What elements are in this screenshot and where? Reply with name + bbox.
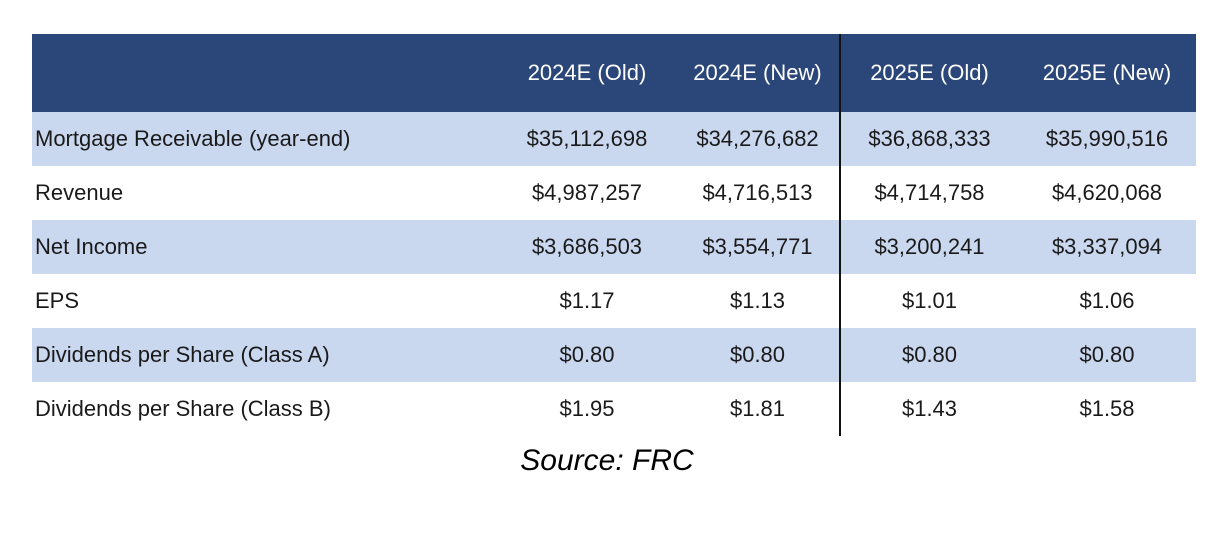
table-row: Dividends per Share (Class B) $1.95 $1.8… — [32, 382, 1196, 436]
header-cell-label — [32, 34, 498, 112]
table-cell: $4,716,513 — [676, 166, 840, 220]
table-row: Net Income $3,686,503 $3,554,771 $3,200,… — [32, 220, 1196, 274]
forecast-table-container: 2024E (Old) 2024E (New) 2025E (Old) 2025… — [32, 34, 1196, 436]
row-label: Mortgage Receivable (year-end) — [32, 112, 498, 166]
table-cell: $4,714,758 — [839, 166, 1018, 220]
table-cell: $0.80 — [1018, 328, 1196, 382]
table-cell: $1.81 — [676, 382, 840, 436]
table-cell: $4,987,257 — [498, 166, 676, 220]
table-cell: $1.13 — [676, 274, 840, 328]
table-cell: $1.58 — [1018, 382, 1196, 436]
table-cell: $1.95 — [498, 382, 676, 436]
table-cell: $0.80 — [498, 328, 676, 382]
forecast-table: 2024E (Old) 2024E (New) 2025E (Old) 2025… — [32, 34, 1196, 436]
source-caption: Source: FRC — [520, 444, 694, 477]
table-cell: $0.80 — [839, 328, 1018, 382]
table-row: Dividends per Share (Class A) $0.80 $0.8… — [32, 328, 1196, 382]
row-label: Dividends per Share (Class A) — [32, 328, 498, 382]
table-row: EPS $1.17 $1.13 $1.01 $1.06 — [32, 274, 1196, 328]
table-cell: $1.06 — [1018, 274, 1196, 328]
table-row: Revenue $4,987,257 $4,716,513 $4,714,758… — [32, 166, 1196, 220]
table-cell: $3,686,503 — [498, 220, 676, 274]
row-label: Net Income — [32, 220, 498, 274]
table-header-row: 2024E (Old) 2024E (New) 2025E (Old) 2025… — [32, 34, 1196, 112]
table-cell: $35,990,516 — [1018, 112, 1196, 166]
header-cell-2024e-new: 2024E (New) — [676, 34, 840, 112]
table-cell: $3,200,241 — [839, 220, 1018, 274]
table-cell: $36,868,333 — [839, 112, 1018, 166]
table-cell: $34,276,682 — [676, 112, 840, 166]
row-label: Dividends per Share (Class B) — [32, 382, 498, 436]
table-cell: $35,112,698 — [498, 112, 676, 166]
row-label: EPS — [32, 274, 498, 328]
table-cell: $1.43 — [839, 382, 1018, 436]
header-cell-2025e-old: 2025E (Old) — [839, 34, 1018, 112]
table-cell: $4,620,068 — [1018, 166, 1196, 220]
row-label: Revenue — [32, 166, 498, 220]
header-cell-2025e-new: 2025E (New) — [1018, 34, 1196, 112]
table-cell: $3,337,094 — [1018, 220, 1196, 274]
table-cell: $1.01 — [839, 274, 1018, 328]
table-row: Mortgage Receivable (year-end) $35,112,6… — [32, 112, 1196, 166]
table-cell: $1.17 — [498, 274, 676, 328]
header-cell-2024e-old: 2024E (Old) — [498, 34, 676, 112]
table-cell: $0.80 — [676, 328, 840, 382]
table-cell: $3,554,771 — [676, 220, 840, 274]
